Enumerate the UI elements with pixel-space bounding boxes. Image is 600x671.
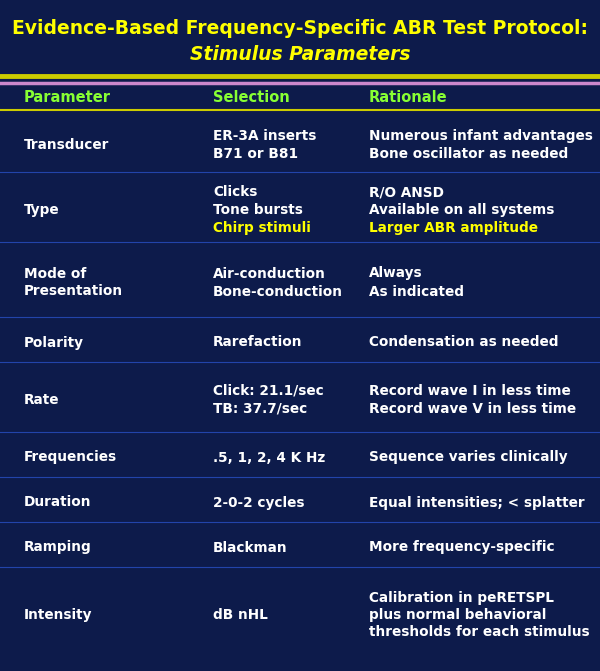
Text: Record wave V in less time: Record wave V in less time <box>369 402 576 416</box>
Text: Ramping: Ramping <box>24 541 92 554</box>
Text: Click: 21.1/sec: Click: 21.1/sec <box>213 384 324 398</box>
Text: Available on all systems: Available on all systems <box>369 203 554 217</box>
Text: Bone-conduction: Bone-conduction <box>213 285 343 299</box>
Text: Parameter: Parameter <box>24 89 111 105</box>
Text: Duration: Duration <box>24 495 91 509</box>
Text: B71 or B81: B71 or B81 <box>213 147 298 161</box>
Text: Record wave I in less time: Record wave I in less time <box>369 384 571 398</box>
Text: Rarefaction: Rarefaction <box>213 336 302 350</box>
Text: Air-conduction: Air-conduction <box>213 266 326 280</box>
Text: Rate: Rate <box>24 393 59 407</box>
Text: Intensity: Intensity <box>24 608 92 622</box>
Text: Calibration in peRETSPL
plus normal behavioral
thresholds for each stimulus: Calibration in peRETSPL plus normal beha… <box>369 590 590 639</box>
Text: Always: Always <box>369 266 422 280</box>
Text: Rationale: Rationale <box>369 89 448 105</box>
Text: Clicks: Clicks <box>213 185 257 199</box>
Text: Mode of
Presentation: Mode of Presentation <box>24 267 123 298</box>
Text: Blackman: Blackman <box>213 541 287 554</box>
Text: TB: 37.7/sec: TB: 37.7/sec <box>213 402 307 416</box>
Text: Bone oscillator as needed: Bone oscillator as needed <box>369 147 568 161</box>
Text: ER-3A inserts: ER-3A inserts <box>213 129 316 143</box>
Text: More frequency-specific: More frequency-specific <box>369 541 554 554</box>
Text: Type: Type <box>24 203 59 217</box>
Text: 2-0-2 cycles: 2-0-2 cycles <box>213 495 305 509</box>
Text: dB nHL: dB nHL <box>213 608 268 622</box>
Text: Evidence-Based Frequency-Specific ABR Test Protocol:: Evidence-Based Frequency-Specific ABR Te… <box>12 19 588 38</box>
Text: Equal intensities; < splatter: Equal intensities; < splatter <box>369 495 584 509</box>
Text: Condensation as needed: Condensation as needed <box>369 336 559 350</box>
Text: Sequence varies clinically: Sequence varies clinically <box>369 450 568 464</box>
Text: Frequencies: Frequencies <box>24 450 117 464</box>
Text: Selection: Selection <box>213 89 290 105</box>
Text: Polarity: Polarity <box>24 336 84 350</box>
Text: Numerous infant advantages: Numerous infant advantages <box>369 129 593 143</box>
Text: Larger ABR amplitude: Larger ABR amplitude <box>369 221 538 235</box>
Text: R/O ANSD: R/O ANSD <box>369 185 444 199</box>
Text: Chirp stimuli: Chirp stimuli <box>213 221 311 235</box>
Text: Tone bursts: Tone bursts <box>213 203 303 217</box>
Text: .5, 1, 2, 4 K Hz: .5, 1, 2, 4 K Hz <box>213 450 325 464</box>
Text: As indicated: As indicated <box>369 285 464 299</box>
Text: Stimulus Parameters: Stimulus Parameters <box>190 46 410 64</box>
Text: Transducer: Transducer <box>24 138 109 152</box>
